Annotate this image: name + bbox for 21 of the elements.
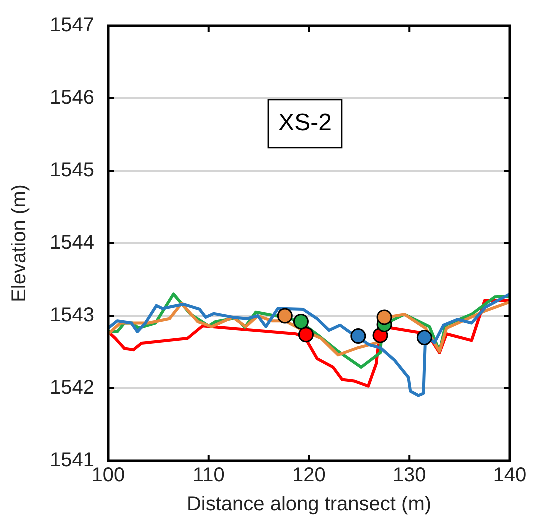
point bbox=[416, 330, 432, 346]
annotation: XS-2 bbox=[278, 110, 332, 136]
y-tick-label: 1541 bbox=[50, 450, 94, 472]
x-tick-label: 120 bbox=[292, 464, 326, 487]
point bbox=[298, 327, 314, 343]
y-tick-label: 1542 bbox=[50, 377, 94, 400]
point bbox=[376, 310, 392, 326]
y-tick-label: 1544 bbox=[50, 232, 94, 254]
y-tick-label: 1543 bbox=[50, 304, 94, 327]
x-tick-label: 100 bbox=[92, 464, 126, 487]
y-tick-label: 1546 bbox=[50, 87, 94, 110]
point bbox=[293, 314, 309, 330]
y-tick-label: 1545 bbox=[50, 160, 94, 182]
y-axis-title: Elevation (m) bbox=[8, 184, 31, 302]
point bbox=[350, 328, 366, 344]
y-tick-label: 1547 bbox=[50, 14, 94, 37]
x-tick-label: 130 bbox=[392, 464, 426, 487]
x-tick-label: 140 bbox=[493, 464, 527, 487]
point bbox=[277, 308, 293, 324]
x-tick-label: 110 bbox=[192, 464, 225, 487]
x-axis-title: Distance along transect (m) bbox=[186, 494, 432, 516]
